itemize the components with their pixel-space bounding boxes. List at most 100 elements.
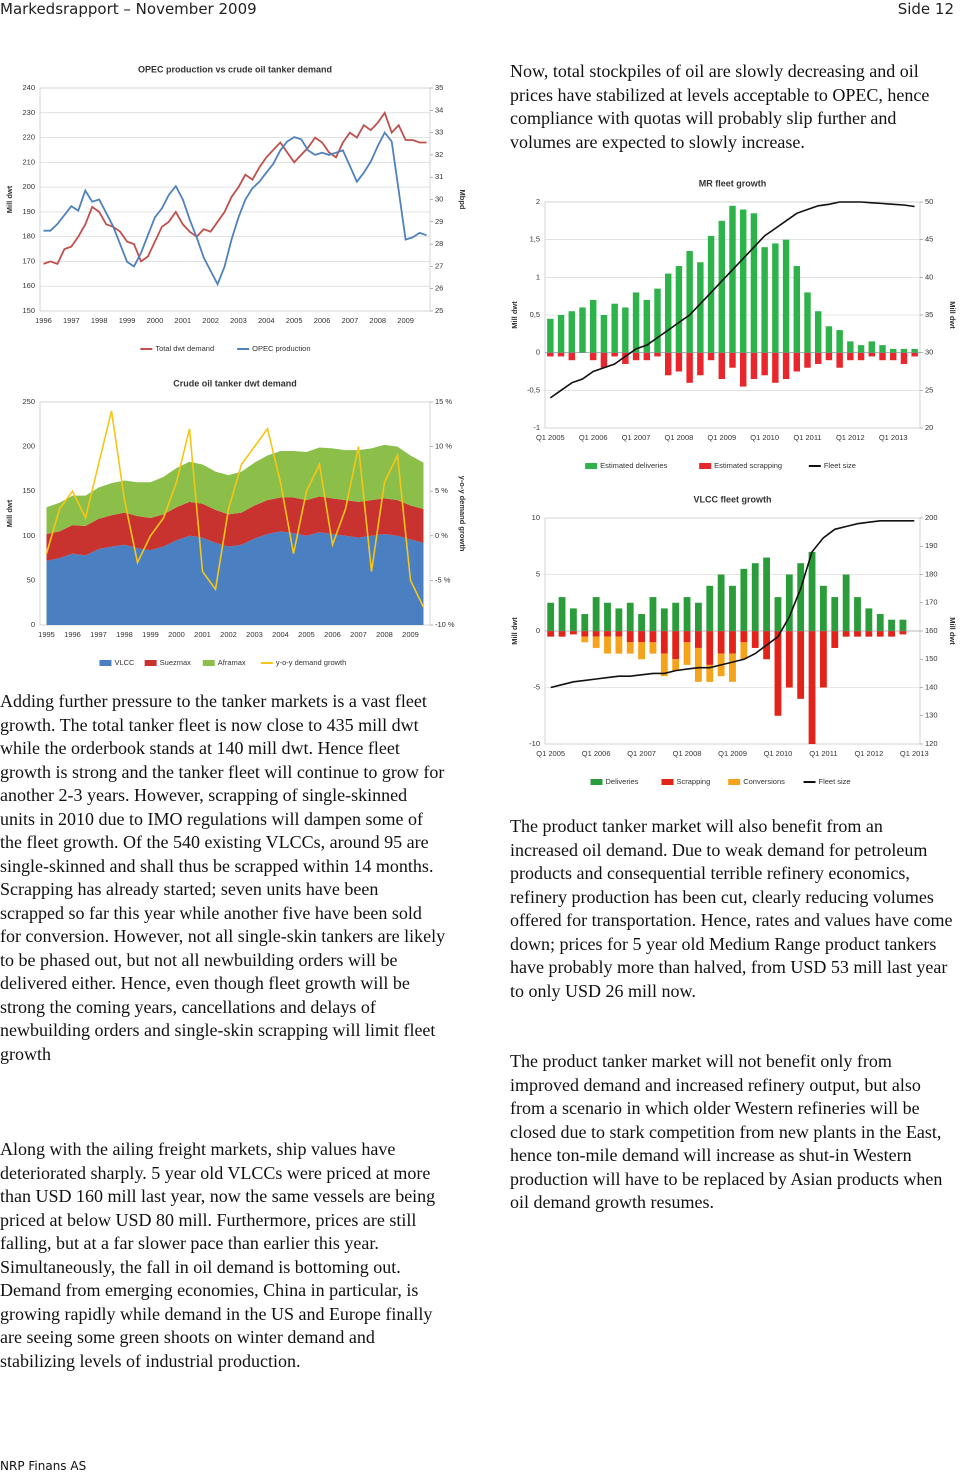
y-tick-label: 100 — [22, 531, 35, 540]
legend-label: OPEC production — [252, 344, 310, 353]
bar — [683, 631, 691, 643]
bar — [825, 352, 833, 361]
legend-swatch — [728, 779, 741, 785]
bar — [558, 597, 566, 631]
x-tick-label: Q1 2013 — [879, 433, 908, 442]
bar — [763, 557, 770, 631]
bar — [899, 619, 907, 631]
y-tick-label: -1 — [533, 423, 540, 432]
y2-tick-label: -5 % — [435, 575, 451, 584]
bar — [793, 352, 800, 372]
x-tick-label: 1997 — [63, 316, 80, 325]
legend-swatch — [202, 660, 215, 666]
y2-tick-label: 180 — [925, 569, 938, 578]
bar — [649, 597, 657, 631]
bar — [750, 213, 758, 353]
bar — [854, 631, 861, 637]
x-tick-label: 2009 — [397, 316, 414, 325]
bar — [888, 631, 895, 637]
y2-tick-label: 0 % — [435, 531, 448, 540]
bar — [729, 352, 736, 368]
bar — [797, 631, 805, 699]
bar — [740, 568, 748, 631]
y-axis-title: Mill dwt — [510, 301, 519, 329]
bar — [660, 631, 668, 654]
y-tick-label: 210 — [22, 157, 35, 166]
x-tick-label: 2008 — [376, 630, 393, 639]
y2-tick-label: 15 % — [435, 397, 452, 406]
y2-axis-title: y-o-y demand growth — [458, 476, 467, 552]
y-tick-label: 1,5 — [530, 235, 540, 244]
paragraph: The product tanker market will not benef… — [510, 1051, 943, 1212]
legend-label: y-o-y demand growth — [276, 658, 346, 667]
bar — [804, 352, 811, 368]
bar — [590, 299, 597, 353]
chart: MR fleet growth -1 -0,5 0 0,5 1 1,5 2 20 25 30 35 40… — [510, 178, 957, 470]
bar — [649, 631, 657, 643]
bar — [820, 585, 827, 631]
x-tick-label: 1995 — [38, 630, 55, 639]
bar — [626, 602, 634, 631]
legend-label: VLCC — [114, 658, 135, 667]
y2-tick-label: 25 — [925, 385, 933, 394]
y-tick-label: 0 — [536, 626, 540, 635]
bar — [900, 352, 908, 364]
y2-tick-label: 25 — [435, 306, 443, 315]
bar — [568, 311, 575, 353]
y2-tick-label: 200 — [925, 513, 938, 522]
legend-swatch — [585, 463, 598, 469]
bar — [729, 585, 736, 631]
bar — [717, 631, 725, 654]
bar — [675, 266, 683, 353]
x-tick-label: Q1 2008 — [673, 749, 702, 758]
bar — [854, 597, 861, 631]
y-axis-title: Mill dwt — [5, 499, 14, 527]
bar — [592, 597, 600, 631]
legend-label: Estimated scrapping — [714, 461, 782, 470]
bar — [581, 631, 589, 637]
bar — [729, 205, 736, 353]
x-tick-label: Q1 2013 — [900, 749, 929, 758]
bar — [911, 352, 918, 357]
y2-tick-label: 40 — [925, 272, 933, 281]
bar — [750, 352, 758, 380]
y2-tick-label: 35 — [435, 83, 443, 92]
y2-tick-label: 30 — [925, 348, 933, 357]
y-tick-label: -5 — [533, 682, 540, 691]
bar — [557, 352, 565, 357]
bar — [847, 341, 854, 353]
x-tick-label: 2004 — [258, 316, 275, 325]
x-tick-label: Q1 2011 — [793, 433, 821, 442]
bar — [672, 659, 680, 671]
bar — [879, 345, 886, 353]
y-tick-label: 240 — [22, 83, 35, 92]
paragraph: The product tanker market will also bene… — [510, 816, 953, 1001]
x-tick-label: 1996 — [35, 316, 52, 325]
x-tick-label: Q1 2005 — [536, 433, 565, 442]
bar — [868, 352, 875, 357]
bar — [707, 352, 715, 361]
y2-tick-label: 120 — [925, 739, 938, 748]
bar — [547, 318, 554, 353]
line — [43, 130, 427, 287]
y-tick-label: 1 — [536, 272, 540, 281]
y2-tick-label: 32 — [435, 150, 443, 159]
bar — [592, 636, 600, 648]
bar — [836, 352, 843, 368]
chart: Crude oil tanker dwt demand0501001502002… — [5, 378, 467, 667]
y-tick-label: 250 — [22, 397, 35, 406]
bar — [740, 352, 747, 387]
line — [549, 201, 915, 399]
bar — [632, 352, 640, 361]
bar — [592, 631, 600, 637]
line — [43, 110, 427, 266]
y2-axis-title: Mill dwt — [948, 617, 957, 645]
y2-tick-label: 28 — [435, 239, 443, 248]
bar — [729, 631, 736, 654]
x-tick-label: 2001 — [174, 316, 191, 325]
bar — [774, 631, 782, 716]
bar — [622, 307, 629, 353]
bar — [899, 631, 907, 635]
y2-tick-label: 35 — [925, 310, 933, 319]
bar — [600, 352, 608, 368]
